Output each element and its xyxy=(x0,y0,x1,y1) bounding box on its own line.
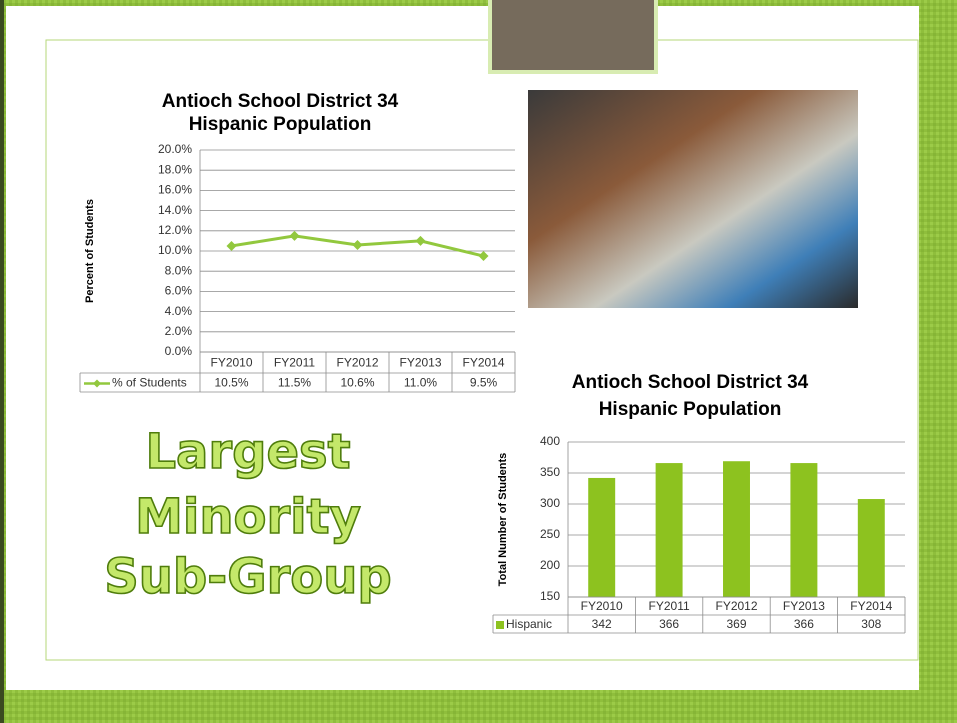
data-label: 11.5% xyxy=(278,376,311,390)
x-tick-label: FY2013 xyxy=(783,599,825,613)
x-tick-label: FY2010 xyxy=(210,356,252,370)
chart-title: Hispanic Population xyxy=(599,399,782,420)
data-label: 366 xyxy=(794,617,814,631)
y-tick-label: 14.0% xyxy=(158,203,192,217)
x-tick-label: FY2014 xyxy=(850,599,892,613)
chart-title: Antioch School District 34 xyxy=(572,372,809,393)
x-tick-label: FY2012 xyxy=(715,599,757,613)
y-tick-label: 0.0% xyxy=(165,344,193,358)
bar xyxy=(656,463,683,597)
legend-label: % of Students xyxy=(112,376,187,390)
bar xyxy=(723,461,750,597)
data-label: 369 xyxy=(726,617,746,631)
chart-title: Hispanic Population xyxy=(189,114,372,135)
y-tick-label: 12.0% xyxy=(158,223,192,237)
heading-line: Minority xyxy=(135,489,361,545)
data-label: 342 xyxy=(592,617,612,631)
bar xyxy=(588,478,615,597)
x-tick-label: FY2014 xyxy=(462,356,504,370)
y-tick-label: 18.0% xyxy=(158,162,192,176)
data-label: 11.0% xyxy=(404,376,437,390)
y-tick-label: 4.0% xyxy=(165,304,193,318)
legend-label: Hispanic xyxy=(506,617,552,631)
y-axis-label: Total Number of Students xyxy=(497,453,509,587)
x-tick-label: FY2011 xyxy=(274,356,315,370)
y-tick-label: 200 xyxy=(540,558,560,572)
data-label: 10.6% xyxy=(340,376,374,390)
x-tick-label: FY2012 xyxy=(336,356,378,370)
data-label: 366 xyxy=(659,617,679,631)
legend-swatch xyxy=(496,621,504,629)
y-tick-label: 10.0% xyxy=(158,243,192,257)
y-tick-label: 8.0% xyxy=(165,263,193,277)
y-tick-label: 2.0% xyxy=(165,324,193,338)
slide: Largest Minority Sub-Group Antioch Schoo… xyxy=(0,0,957,723)
y-tick-label: 250 xyxy=(540,527,560,541)
y-tick-label: 400 xyxy=(540,434,560,448)
y-tick-label: 300 xyxy=(540,496,560,510)
y-tick-label: 20.0% xyxy=(158,142,192,156)
data-label: 10.5% xyxy=(214,376,248,390)
heading-line: Largest xyxy=(145,424,350,480)
x-tick-label: FY2011 xyxy=(649,599,690,613)
bar xyxy=(858,499,885,597)
edge xyxy=(0,0,4,723)
heading-line: Sub-Group xyxy=(104,549,392,605)
y-tick-label: 150 xyxy=(540,589,560,603)
x-tick-label: FY2010 xyxy=(581,599,623,613)
x-tick-label: FY2013 xyxy=(399,356,441,370)
y-tick-label: 6.0% xyxy=(165,284,193,298)
y-axis-label: Percent of Students xyxy=(84,199,96,303)
chart-title: Antioch School District 34 xyxy=(162,91,399,112)
data-label: 308 xyxy=(861,617,881,631)
title-box xyxy=(492,0,654,70)
y-tick-label: 350 xyxy=(540,465,560,479)
photo xyxy=(528,90,858,308)
y-tick-label: 16.0% xyxy=(158,183,192,197)
data-label: 9.5% xyxy=(470,376,498,390)
bar xyxy=(790,463,817,597)
